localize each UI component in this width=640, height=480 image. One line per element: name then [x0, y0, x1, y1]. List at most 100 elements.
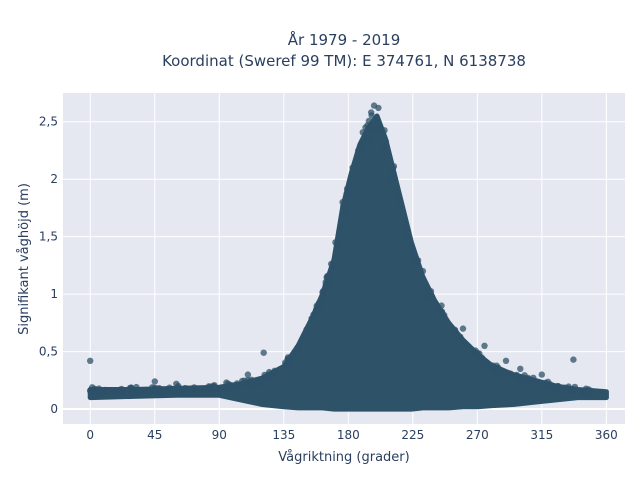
scatter-point	[571, 383, 579, 391]
scatter-point	[477, 357, 485, 365]
scatter-point	[359, 138, 366, 146]
scatter-point	[424, 290, 432, 297]
scatter-point	[283, 363, 290, 370]
scatter-point	[239, 377, 246, 385]
scatter-point	[173, 380, 180, 387]
scatter-point	[390, 170, 397, 178]
scatter-point	[337, 223, 344, 230]
scatter-point	[284, 354, 292, 361]
scatter-point	[244, 371, 252, 378]
scatter-point	[489, 362, 497, 369]
scatter-point	[173, 389, 180, 396]
scatter-point	[404, 233, 412, 241]
scatter-point	[461, 340, 468, 347]
scatter-point	[554, 382, 561, 390]
scatter-point	[129, 389, 136, 397]
scatter-point	[94, 390, 101, 397]
scatter-point	[402, 218, 409, 225]
x-tick-label: 135	[272, 428, 295, 442]
scatter-point	[438, 308, 446, 315]
points-layer	[87, 102, 609, 412]
scatter-point	[376, 123, 383, 130]
scatter-point	[87, 357, 94, 364]
scatter-point	[332, 239, 339, 246]
scatter-point	[210, 383, 218, 391]
scatter-point	[340, 208, 347, 216]
scatter-point	[89, 384, 96, 391]
y-tick-label: 2	[50, 172, 58, 186]
scatter-point	[343, 185, 351, 193]
scatter-point	[423, 284, 431, 291]
scatter-point	[459, 325, 467, 332]
scatter-point	[451, 326, 458, 333]
y-tick-label: 0,5	[39, 345, 58, 359]
scatter-point	[343, 190, 350, 198]
scatter-point	[562, 384, 569, 391]
scatter-point	[546, 381, 554, 388]
scatter-point	[382, 138, 390, 145]
x-axis-title: Vågriktning (grader)	[278, 450, 409, 465]
y-tick-label: 1,5	[39, 230, 58, 244]
y-axis-title: Signifikant våghöjd (m)	[17, 183, 32, 335]
x-tick-label: 180	[337, 428, 360, 442]
tick-layer: 0 45 90 135 180 225 270 315 360 0 0,5 1 1,5 2 2,5	[39, 115, 618, 442]
scatter-point	[501, 369, 508, 376]
scatter-point	[570, 356, 577, 363]
y-tick-label: 2,5	[39, 115, 58, 129]
scatter-point	[517, 365, 524, 372]
scatter-point	[419, 267, 427, 275]
scatter-point	[346, 180, 353, 188]
scatter-point	[567, 388, 574, 395]
scatter-point	[191, 384, 198, 391]
scatter-point	[380, 143, 388, 151]
scatter-point	[134, 387, 142, 394]
scatter-point	[530, 374, 537, 381]
scatter-point	[229, 382, 237, 389]
scatter-point	[259, 376, 266, 384]
scatter-point	[198, 386, 205, 393]
scatter-point	[472, 347, 479, 354]
scatter-point	[534, 379, 542, 386]
y-tick-label: 1	[50, 287, 58, 301]
scatter-point	[156, 390, 163, 397]
scatter-point	[151, 378, 158, 385]
scatter-point	[368, 109, 375, 116]
scatter-point	[414, 259, 421, 267]
y-tick-label: 0	[50, 402, 58, 416]
x-tick-label: 270	[466, 428, 489, 442]
chart-title-line1: År 1979 - 2019	[288, 30, 401, 49]
scatter-point	[248, 376, 255, 383]
scatter-point	[339, 199, 346, 206]
scatter-point	[319, 289, 326, 296]
scatter-point	[457, 333, 464, 341]
scatter-point	[323, 273, 330, 281]
scatter-point	[313, 308, 320, 315]
scatter-point	[336, 228, 343, 235]
scatter-point	[373, 128, 380, 135]
x-tick-label: 225	[401, 428, 424, 442]
scatter-point	[126, 384, 134, 392]
scatter-point	[362, 124, 369, 131]
scatter-point	[521, 378, 528, 385]
scatter-point	[388, 176, 395, 183]
chart-title-line2: Koordinat (Sweref 99 TM): E 374761, N 61…	[162, 52, 526, 70]
scatter-point	[481, 342, 488, 349]
scatter-point	[140, 387, 147, 394]
scatter-point	[303, 328, 310, 335]
scatter-point	[252, 379, 260, 387]
scatter-point	[507, 370, 514, 377]
x-tick-label: 315	[530, 428, 553, 442]
scatter-point	[402, 227, 409, 235]
scatter-point	[217, 384, 225, 392]
scatter-point	[323, 284, 331, 291]
scatter-point	[223, 379, 230, 386]
scatter-point	[349, 164, 356, 171]
scatter-point	[292, 349, 299, 356]
scatter-point	[365, 117, 373, 125]
scatter-point	[308, 315, 315, 322]
scatter-point	[102, 386, 109, 394]
scatter-point	[395, 193, 402, 200]
scatter-point	[585, 386, 592, 393]
scatter-point	[163, 387, 170, 395]
